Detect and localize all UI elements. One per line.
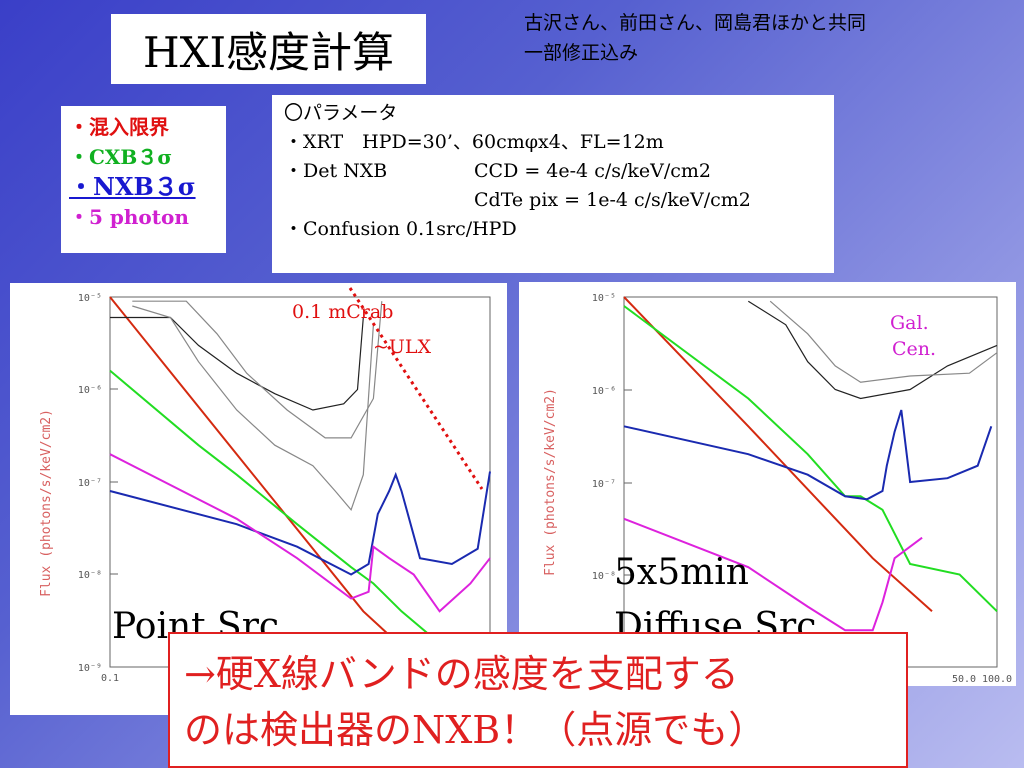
- series-line-ref-2: [769, 300, 998, 383]
- authors-line-1: 古沢さん、前田さん、岡島君ほかと共同: [524, 12, 867, 34]
- series-line-ref-1: [110, 316, 364, 411]
- gal-label: Gal.: [890, 312, 929, 334]
- x-tick-label: 100.0: [982, 674, 1012, 685]
- legend-item-contamination: ・混入限界: [69, 115, 169, 139]
- y-tick-label: 10⁻⁷: [78, 478, 102, 489]
- param-det-row: ・Det NXB CCD = 4e-4 c/s/keV/cm2: [284, 157, 834, 186]
- series-line-ref-3: [132, 300, 383, 439]
- y-tick-label: 10⁻⁸: [78, 570, 102, 581]
- slide-title: HXI感度計算: [111, 14, 426, 84]
- ulx-label: ~ULX: [373, 336, 432, 358]
- param-confusion: ・Confusion 0.1src/HPD: [284, 218, 517, 240]
- y-tick-label: 10⁻⁹: [78, 663, 102, 674]
- y-tick-label: 10⁻⁵: [592, 293, 616, 304]
- y-axis-label: Flux (photons/s/keV/cm2): [39, 409, 54, 597]
- mcrab-label: 0.1 mCrab: [292, 301, 394, 323]
- param-xrt: ・XRT HPD=30’、60cmφx4、FL=12m: [284, 131, 664, 153]
- series-line-CXB３σ: [623, 305, 998, 613]
- param-det-ccd: CCD = 4e-4 c/s/keV/cm2: [474, 160, 712, 182]
- cen-label: Cen.: [892, 338, 937, 360]
- parameter-box: 〇パラメータ ・XRT HPD=30’、60cmφx4、FL=12m ・Det …: [272, 95, 834, 273]
- series-line-5 photon: [623, 517, 923, 632]
- ulx-dotted-line: [348, 287, 484, 490]
- conclusion-line-1: →硬X線バンドの感度を支配する: [184, 652, 739, 696]
- y-tick-label: 10⁻⁶: [78, 385, 102, 396]
- series-line-ref-1: [747, 300, 998, 400]
- y-tick-label: 10⁻⁷: [592, 479, 616, 490]
- y-axis-label: Flux (photons/s/keV/cm2): [543, 388, 558, 576]
- legend-item-cxb: ・CXB３σ: [69, 145, 173, 169]
- legend-item-photon: ・5 photon: [69, 205, 189, 229]
- x-tick-label: 0.1: [101, 673, 119, 684]
- param-det-cdte: CdTe pix = 1e-4 c/s/keV/cm2: [474, 189, 751, 211]
- y-tick-label: 10⁻⁸: [592, 571, 616, 582]
- legend-item-nxb: ・NXB３σ: [69, 172, 196, 201]
- conclusion-box: →硬X線バンドの感度を支配する のは検出器のNXB！（点源でも）: [168, 632, 908, 768]
- diffuse-source-chart-panel: 10⁻⁸ 10⁻⁷ 10⁻⁶ 10⁻⁵ 50.0 100.0 Flux (photons/s…: [519, 282, 1016, 686]
- param-header: 〇パラメータ: [284, 102, 398, 124]
- authors-line-2: 一部修正込み: [524, 42, 639, 64]
- y-tick-label: 10⁻⁵: [78, 293, 102, 304]
- y-tick-label: 10⁻⁶: [592, 386, 616, 397]
- series-line-混入限界: [623, 296, 933, 613]
- param-det-label: ・Det NXB: [284, 160, 388, 182]
- authors-note: 古沢さん、前田さん、岡島君ほかと共同 一部修正込み: [524, 8, 866, 68]
- param-cdte-row: CdTe pix = 1e-4 c/s/keV/cm2: [284, 186, 834, 215]
- legend-box: ・混入限界 ・CXB３σ ・NXB３σ ・5 photon: [61, 106, 226, 253]
- series-line-NXB３σ: [623, 409, 993, 501]
- x-tick-label: 50.0: [952, 674, 976, 685]
- conclusion-line-2: のは検出器のNXB！（点源でも）: [184, 708, 767, 752]
- series-line-5 photon: [109, 453, 491, 613]
- series-line-ref-2: [132, 305, 374, 511]
- diffuse-title-line-1: 5x5min: [614, 552, 749, 593]
- series-line-NXB３σ: [109, 471, 491, 576]
